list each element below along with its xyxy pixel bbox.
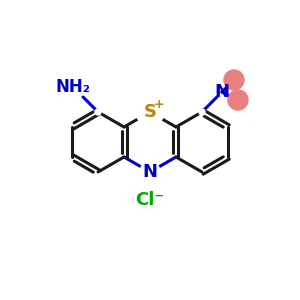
Circle shape xyxy=(228,90,248,110)
Circle shape xyxy=(140,162,160,182)
Text: S: S xyxy=(143,103,157,121)
Text: N: N xyxy=(214,83,230,101)
Circle shape xyxy=(199,109,205,115)
Text: Cl⁻: Cl⁻ xyxy=(136,191,164,209)
Circle shape xyxy=(136,98,164,126)
Text: NH₂: NH₂ xyxy=(56,78,91,96)
Text: +: + xyxy=(154,98,164,110)
Text: N: N xyxy=(142,163,158,181)
Circle shape xyxy=(95,109,101,115)
Circle shape xyxy=(224,70,244,90)
